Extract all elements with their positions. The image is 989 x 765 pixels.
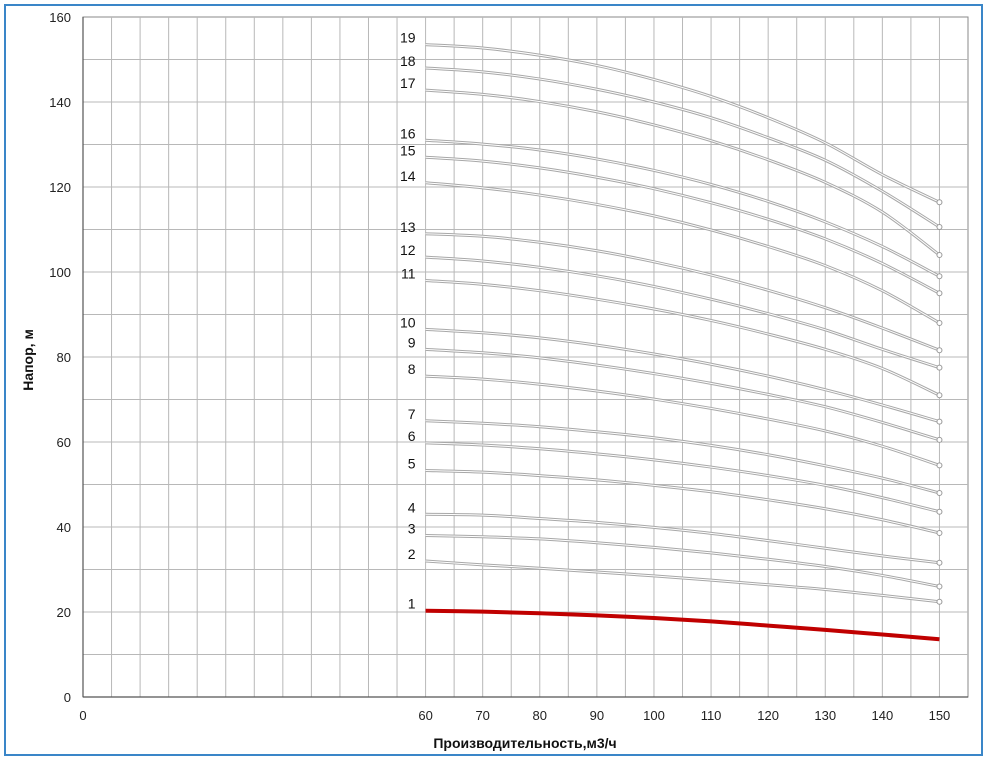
y-tick-label: 100 — [49, 265, 71, 280]
series-line-8 — [425, 375, 940, 466]
x-axis-title: Производительность,м3/ч — [433, 735, 616, 751]
y-tick-label: 20 — [57, 605, 71, 620]
series-line-16 — [425, 139, 940, 277]
series-end-marker — [936, 418, 943, 425]
series-line-10 — [425, 328, 940, 423]
series-line-4 — [425, 513, 940, 564]
series-label-14: 14 — [400, 168, 416, 184]
series-line-11 — [425, 280, 940, 396]
y-tick-label: 120 — [49, 180, 71, 195]
series-label-4: 4 — [408, 499, 416, 515]
x-tick-label: 140 — [872, 708, 894, 723]
x-tick-label: 80 — [533, 708, 547, 723]
series-label-19: 19 — [400, 30, 416, 46]
series-label-3: 3 — [408, 521, 416, 537]
series-end-marker — [936, 436, 943, 443]
series-line-14 — [425, 182, 940, 324]
series-line-7 — [425, 420, 940, 494]
series-label-2: 2 — [408, 546, 416, 562]
series-label-17: 17 — [400, 75, 416, 91]
x-tick-label: 60 — [418, 708, 432, 723]
series-end-marker — [936, 199, 943, 206]
series-end-marker — [936, 223, 943, 230]
series-label-8: 8 — [408, 361, 416, 377]
series-line-12 — [425, 256, 940, 369]
series-line-17 — [425, 89, 940, 256]
series-label-9: 9 — [408, 334, 416, 350]
series-end-marker — [936, 347, 943, 354]
y-tick-label: 160 — [49, 10, 71, 25]
x-tick-label: 120 — [757, 708, 779, 723]
series-line-1 — [425, 608, 940, 642]
series-label-10: 10 — [400, 314, 416, 330]
y-tick-label: 40 — [57, 520, 71, 535]
series-end-marker — [936, 273, 943, 280]
series-line-2 — [425, 560, 940, 603]
y-tick-label: 60 — [57, 435, 71, 450]
series-line-19 — [425, 44, 940, 203]
series-line-5 — [425, 469, 940, 534]
series-line-15 — [425, 156, 940, 294]
series-end-marker — [936, 598, 943, 605]
x-tick-label: 150 — [929, 708, 951, 723]
series-label-12: 12 — [400, 242, 416, 258]
series-end-marker — [936, 529, 943, 536]
series-end-marker — [936, 252, 943, 258]
y-tick-label: 0 — [64, 690, 71, 705]
y-axis-title: Напор, м — [20, 329, 36, 391]
x-tick-label: 130 — [814, 708, 836, 723]
series-end-marker — [936, 320, 943, 326]
series-end-marker — [936, 490, 943, 496]
y-tick-label: 80 — [57, 350, 71, 365]
series-line-13 — [425, 233, 940, 351]
series-label-7: 7 — [408, 406, 416, 422]
series-end-marker — [936, 290, 943, 297]
y-tick-label: 140 — [49, 95, 71, 110]
series-end-marker — [936, 559, 943, 566]
series-lines — [425, 43, 943, 642]
x-tick-label: 110 — [701, 708, 722, 723]
series-end-marker — [936, 462, 943, 469]
series-line-18 — [425, 67, 940, 228]
series-label-15: 15 — [400, 142, 416, 158]
x-tick-label: 90 — [590, 708, 604, 723]
x-tick-labels: 0 60 70 80 90 100 110 120 130 140 150 — [79, 708, 950, 723]
series-label-13: 13 — [400, 219, 416, 235]
series-end-marker — [936, 583, 943, 590]
series-label-11: 11 — [401, 266, 416, 282]
series-line-3 — [425, 535, 940, 587]
series-label-6: 6 — [408, 428, 416, 444]
x-tick-label: 100 — [643, 708, 665, 723]
series-label-1: 1 — [408, 596, 416, 612]
series-label-16: 16 — [400, 125, 416, 141]
series-end-marker — [936, 508, 943, 515]
y-tick-labels: 0 20 40 60 80 100 120 140 160 — [49, 10, 71, 705]
series-label-18: 18 — [400, 53, 416, 69]
series-end-marker — [936, 364, 943, 371]
x-tick-label: 0 — [79, 708, 86, 723]
series-end-marker — [936, 392, 943, 399]
series-label-5: 5 — [408, 455, 416, 471]
series-line-9 — [425, 348, 940, 441]
series-line-6 — [425, 442, 940, 513]
x-tick-label: 70 — [475, 708, 489, 723]
